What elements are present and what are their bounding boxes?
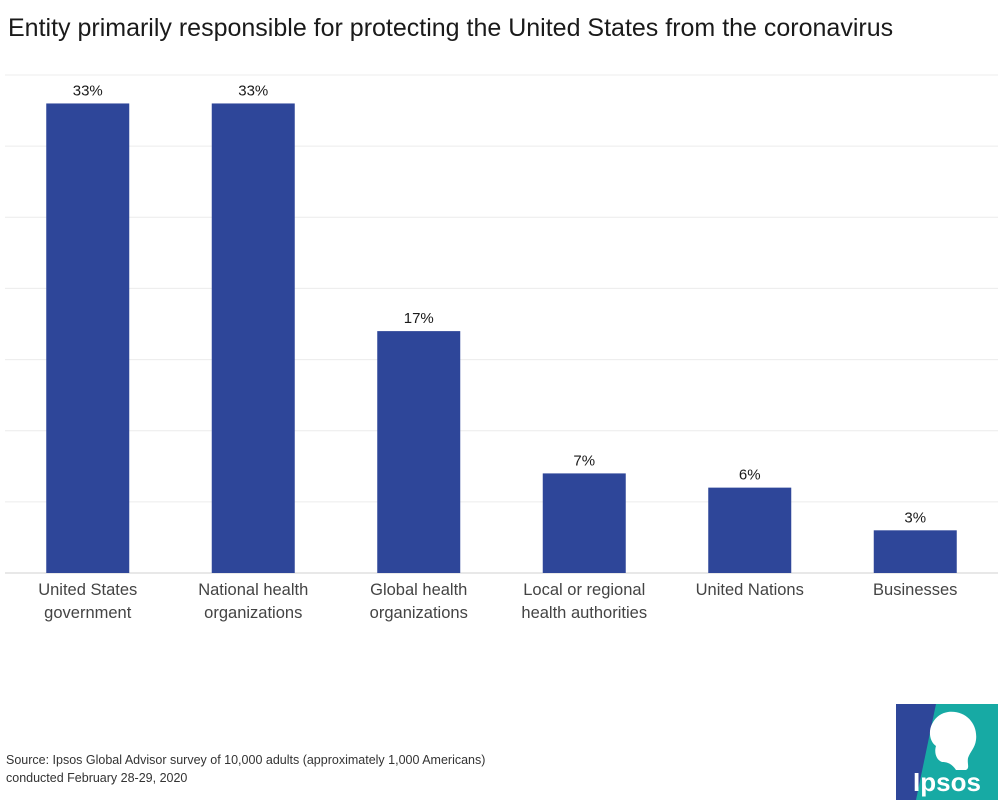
x-tick-label-line: health authorities: [521, 604, 647, 622]
data-label: 33%: [73, 82, 103, 99]
x-tick-label: United States government: [38, 581, 137, 622]
x-tick-label-line: organizations: [370, 604, 468, 622]
bar-chart: 33% 33% 17% 7% 6% 3% United States government N…: [5, 74, 998, 622]
x-tick-label: National health organizations: [198, 581, 308, 622]
source-line-1: Source: Ipsos Global Advisor survey of 1…: [6, 753, 486, 767]
data-label: 7%: [573, 452, 595, 469]
x-tick-label-line: organizations: [204, 604, 302, 622]
bar: [377, 331, 461, 573]
gridlines: [5, 74, 998, 574]
source-line-2: conducted February 28-29, 2020: [6, 771, 188, 785]
data-label: 33%: [238, 82, 268, 99]
x-tick-label-line: Businesses: [873, 581, 957, 599]
chart-title: Entity primarily responsible for protect…: [8, 14, 894, 42]
data-label: 6%: [739, 467, 761, 484]
source-note: Source: Ipsos Global Advisor survey of 1…: [6, 751, 485, 787]
head-silhouette-icon: [929, 711, 977, 770]
x-tick-label: United Nations: [696, 581, 804, 599]
x-tick-label-line: United States: [38, 581, 137, 599]
bar: [873, 530, 957, 573]
x-tick-label-line: National health: [198, 581, 308, 599]
bar: [708, 487, 792, 573]
x-tick-label-line: Global health: [370, 581, 467, 599]
data-labels: 33% 33% 17% 7% 6% 3%: [73, 82, 926, 526]
x-tick-label: Businesses: [873, 581, 957, 599]
x-tick-label-line: government: [44, 604, 132, 622]
data-label: 17%: [404, 310, 434, 327]
x-tick-label: Global health organizations: [370, 581, 468, 622]
bar: [542, 473, 626, 573]
x-tick-label-line: United Nations: [696, 581, 804, 599]
ipsos-logo: Ipsos: [896, 704, 998, 800]
x-tick-label-line: Local or regional: [523, 581, 645, 599]
logo-text: Ipsos: [913, 767, 981, 797]
x-axis-tick-labels: United States government National health or…: [38, 581, 957, 622]
bars: [46, 103, 957, 573]
bar: [211, 103, 295, 573]
x-tick-label: Local or regional health authorities: [521, 581, 647, 622]
bar: [46, 103, 130, 573]
data-label: 3%: [904, 509, 926, 526]
